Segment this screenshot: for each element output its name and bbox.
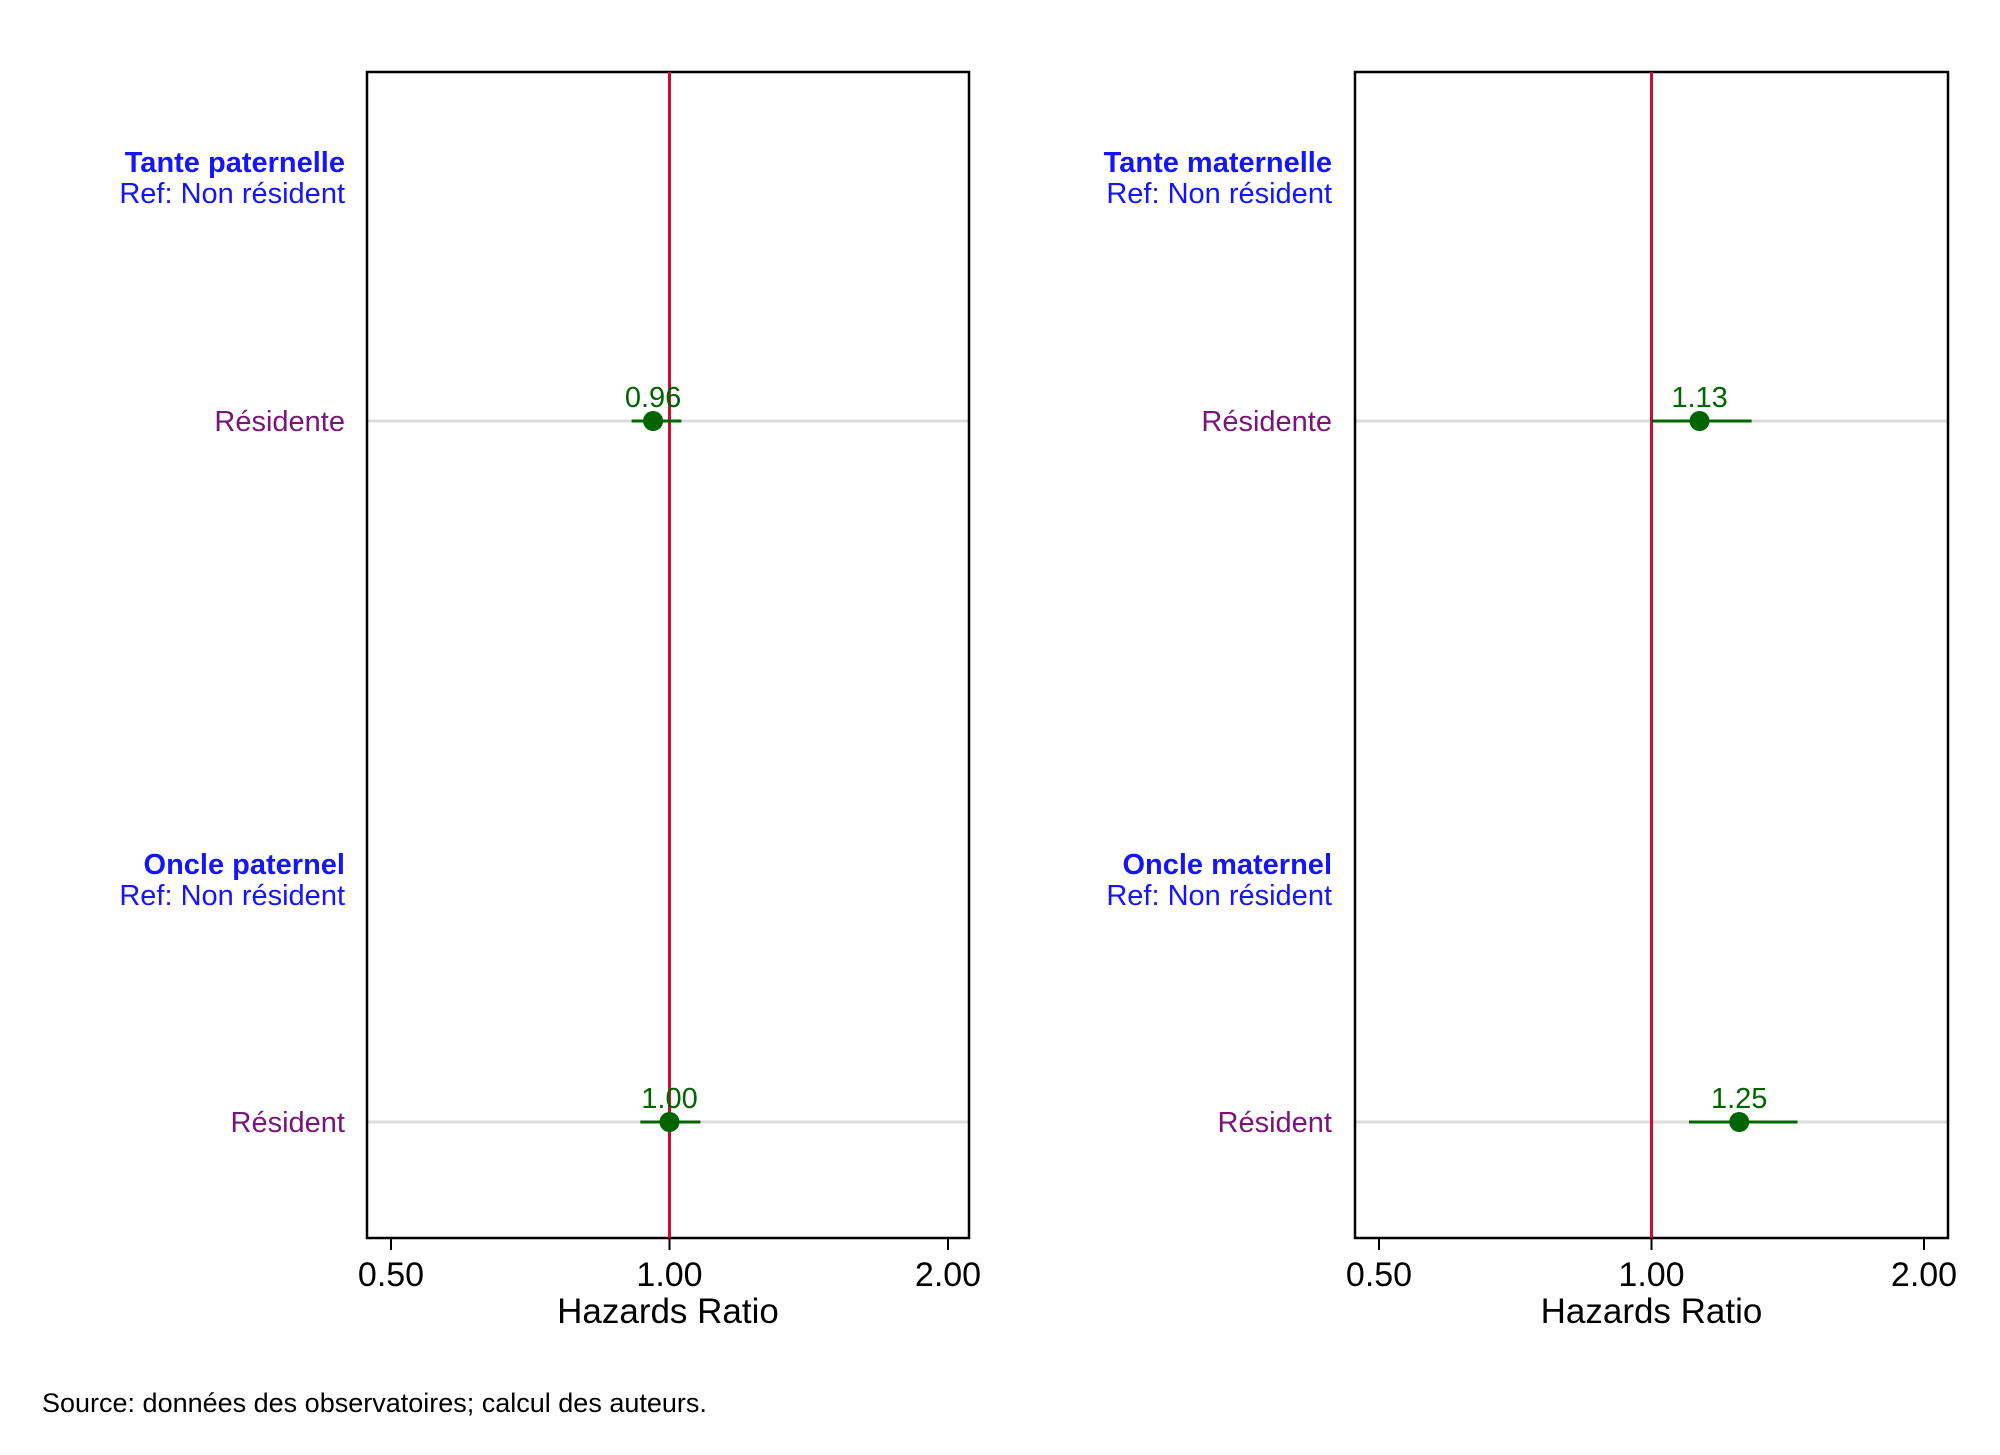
panel-1-group-reference: Ref: Non résident	[119, 178, 345, 210]
panel-1-x-tick-label: 1.00	[636, 1256, 702, 1294]
panel-2-point-estimate	[1689, 411, 1710, 431]
panel-1-group-reference: Ref: Non résident	[119, 880, 345, 912]
panel-1-point-estimate	[659, 1112, 680, 1132]
panel-2-row-label: Résident	[1218, 1107, 1332, 1139]
panel-1-x-tick-label: 0.50	[358, 1256, 424, 1294]
panel-2-x-tick-label: 2.00	[1891, 1256, 1957, 1294]
panel-2-estimate-label: 1.13	[1671, 382, 1727, 414]
panel-2-x-tick-label: 0.50	[1346, 1256, 1412, 1294]
panel-2-point-estimate	[1729, 1112, 1750, 1132]
panel-1-group-title: Oncle paternel	[144, 849, 345, 881]
panel-1-x-tick-label: 2.00	[915, 1256, 981, 1294]
panel-1-estimate-label: 1.00	[641, 1083, 697, 1115]
panel-2-x-tick-label: 1.00	[1618, 1256, 1684, 1294]
panel-2-group-title: Tante maternelle	[1104, 147, 1332, 179]
panel-1-row-label: Résidente	[214, 406, 345, 438]
panel-1-x-axis-title: Hazards Ratio	[557, 1292, 779, 1331]
panel-2-estimate-label: 1.25	[1711, 1083, 1767, 1115]
panel-2-group-title: Oncle maternel	[1122, 849, 1332, 881]
panel-2-row-label: Résidente	[1201, 406, 1332, 438]
panel-2-group-reference: Ref: Non résident	[1106, 178, 1332, 210]
panel-1-row-label: Résident	[231, 1107, 345, 1139]
source-note: Source: données des observatoires; calcu…	[42, 1388, 707, 1418]
panel-1-point-estimate	[643, 411, 664, 431]
panel-1-estimate-label: 0.96	[625, 382, 681, 414]
panel-1-group-title: Tante paternelle	[125, 147, 345, 179]
panel-2-group-reference: Ref: Non résident	[1106, 880, 1332, 912]
panel-2-x-axis-title: Hazards Ratio	[1541, 1292, 1763, 1331]
